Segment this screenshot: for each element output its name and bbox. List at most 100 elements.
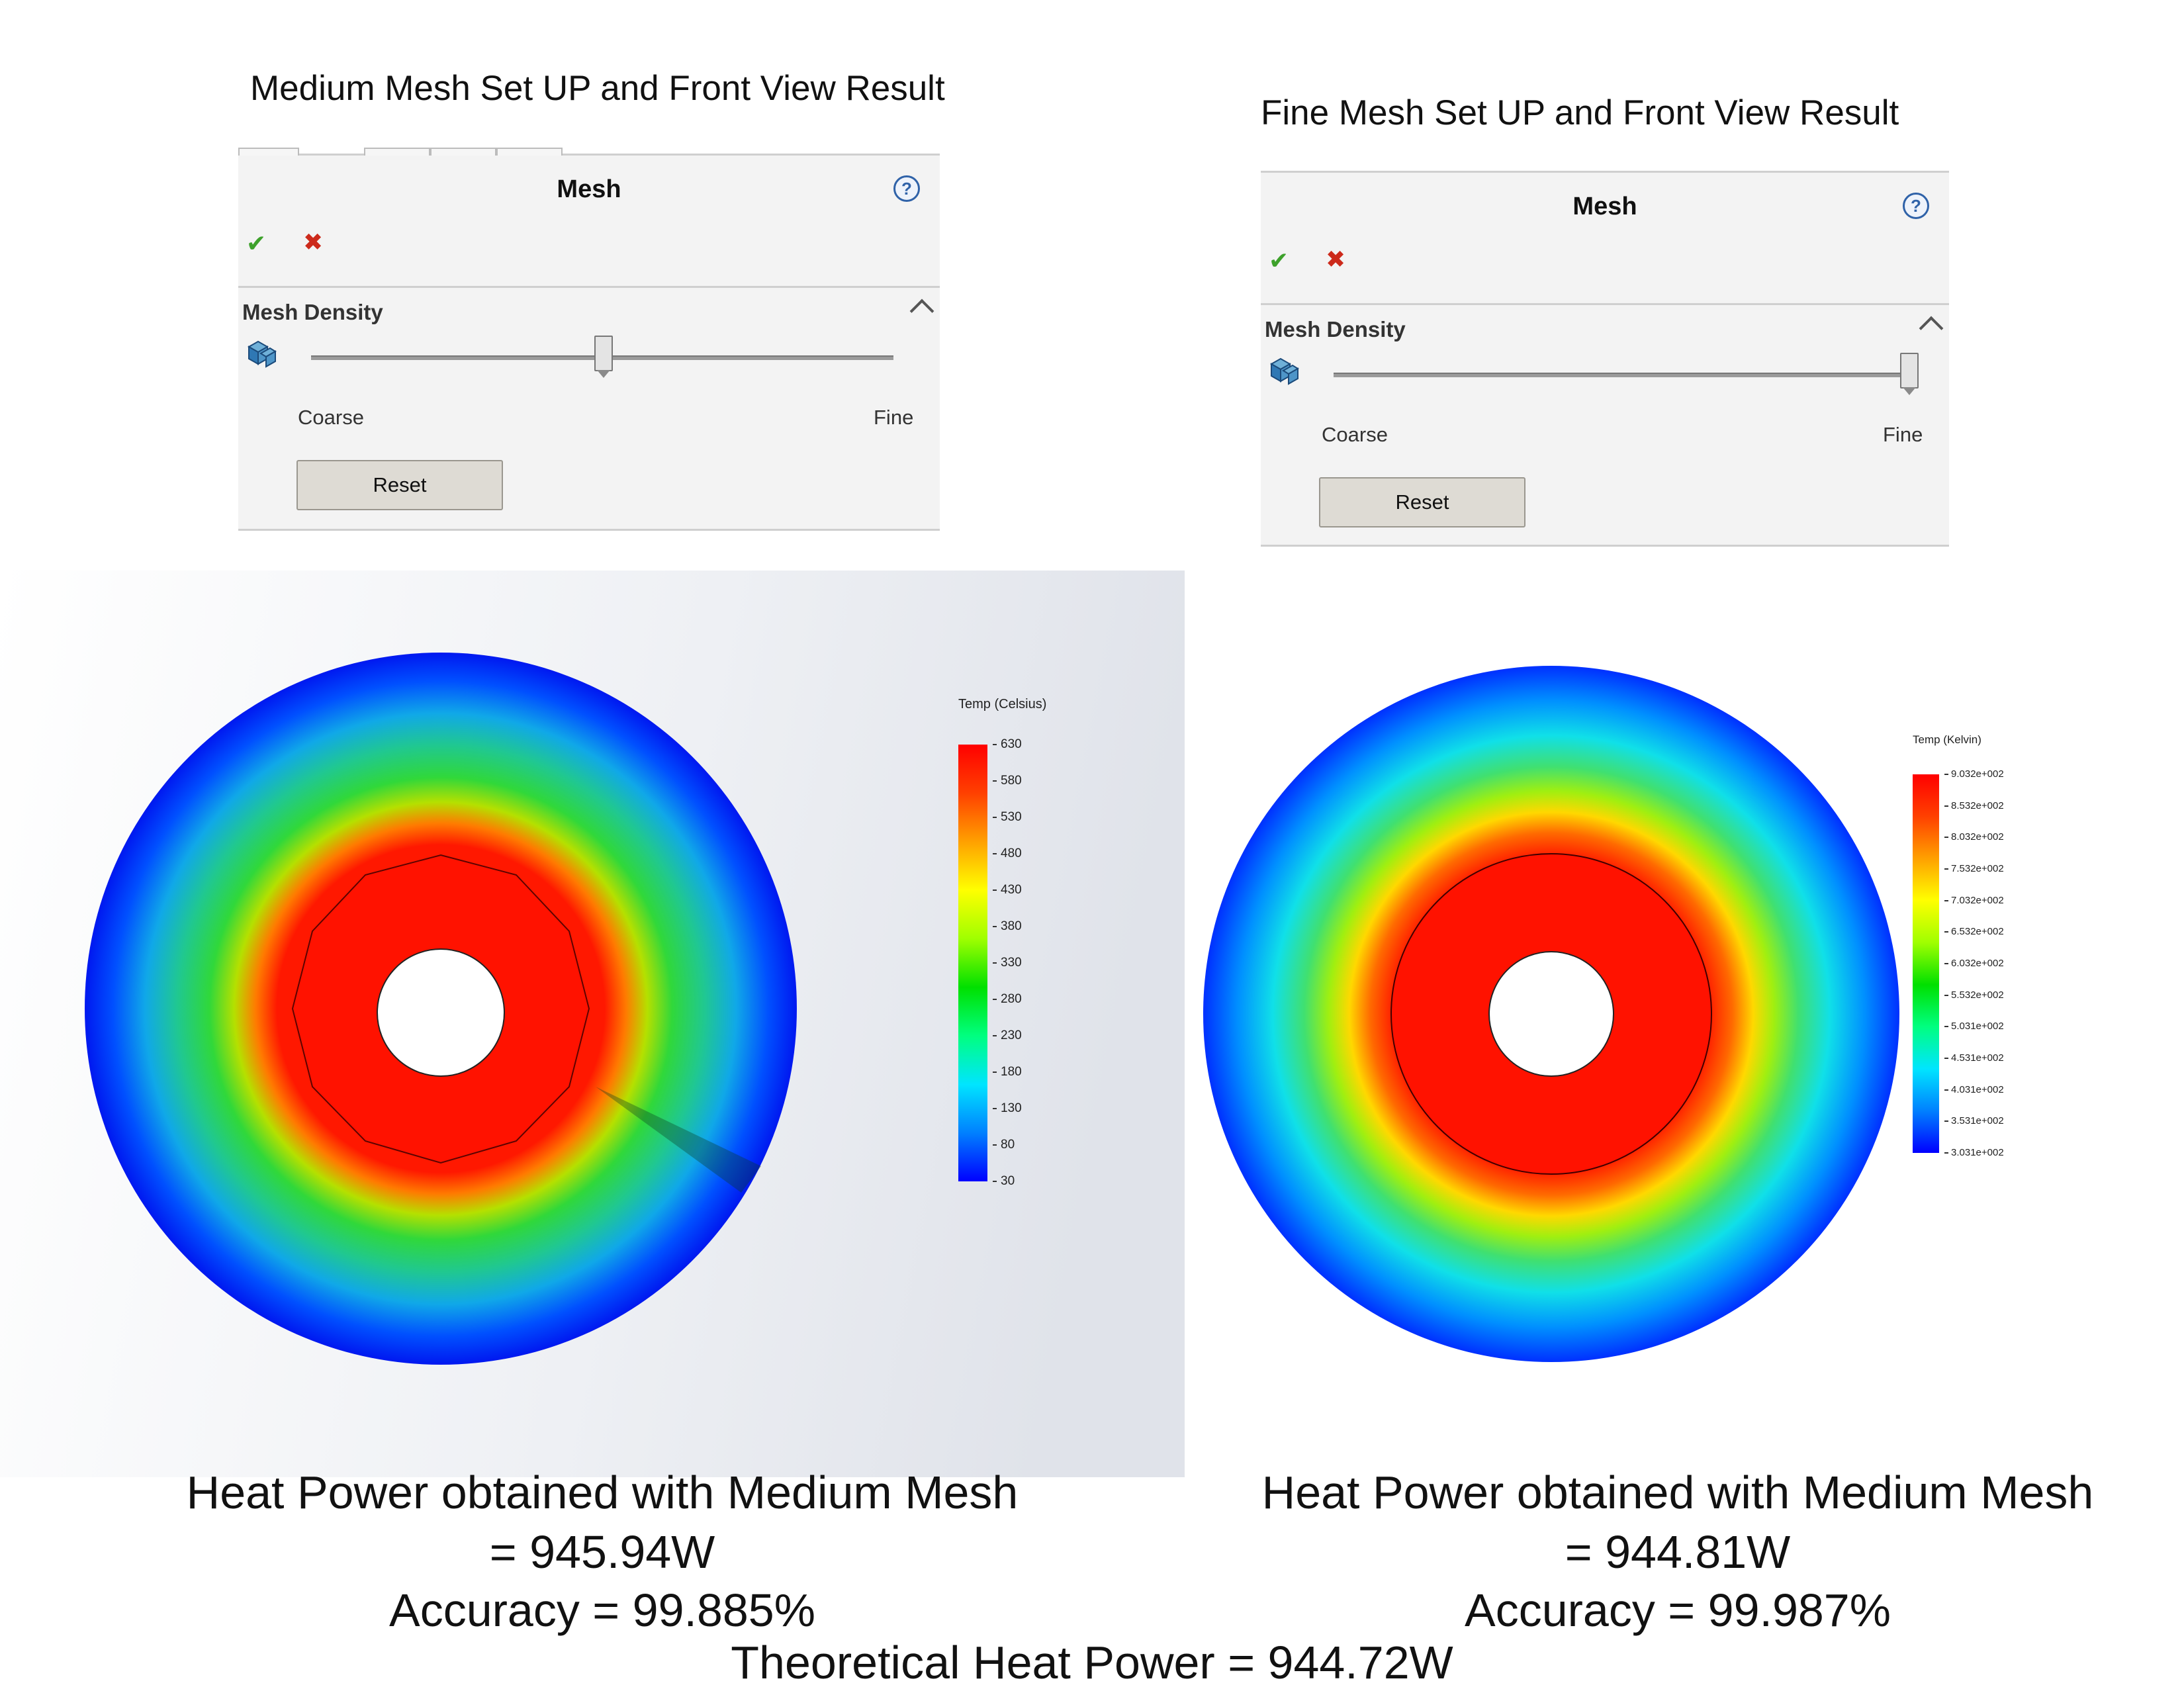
question-circle-icon[interactable]: ? <box>893 175 920 202</box>
legend-label: 5.532e+002 <box>1951 989 2004 1001</box>
legend-tick <box>1944 805 1948 807</box>
legend-label: 280 <box>1001 991 1022 1006</box>
legend-tick <box>993 1035 997 1036</box>
legend-tick <box>1944 931 1948 933</box>
legend-label: 480 <box>1001 846 1022 860</box>
legend-tick <box>993 853 997 854</box>
legend-tick <box>993 962 997 964</box>
legend-tick <box>1944 1058 1948 1059</box>
legend-label: 3.031e+002 <box>1951 1147 2004 1158</box>
legend-label: 230 <box>1001 1028 1022 1042</box>
slider-max-label: Fine <box>874 406 914 429</box>
legend-tick <box>1944 837 1948 839</box>
fine-heading: Fine Mesh Set UP and Front View Result <box>1261 93 1899 132</box>
legend-label: 430 <box>1001 882 1022 897</box>
medium-legend-title: Temp (Celsius) <box>958 697 1047 711</box>
tab-stub <box>364 148 430 156</box>
legend-tick <box>993 817 997 818</box>
legend-label: 530 <box>1001 809 1022 824</box>
legend-tick <box>993 1181 997 1182</box>
legend-tick <box>1944 994 1948 996</box>
question-circle-icon[interactable]: ? <box>1903 193 1929 219</box>
legend-label: 330 <box>1001 955 1022 970</box>
close-icon[interactable]: ✖ <box>1326 246 1346 273</box>
tab-stub <box>238 148 299 156</box>
fine-result-line-2: = 944.81W <box>1565 1526 1791 1578</box>
fine-result-viewport <box>1203 666 1899 1362</box>
tab-stub <box>430 148 496 156</box>
legend-label: 6.032e+002 <box>1951 958 2004 969</box>
panel-title: Mesh <box>1572 193 1637 220</box>
divider <box>238 286 940 288</box>
fine-legend-title: Temp (Kelvin) <box>1913 733 1981 746</box>
mesh-density-slider-thumb[interactable] <box>594 336 613 378</box>
slider-min-label: Coarse <box>298 406 364 429</box>
medium-result-line-3: Accuracy = 99.885% <box>389 1584 815 1636</box>
legend-label: 4.531e+002 <box>1951 1052 2004 1064</box>
legend-tick <box>993 1108 997 1109</box>
legend-tick <box>1944 1089 1948 1091</box>
tab-stub <box>496 148 563 156</box>
mesh-cube-icon <box>1269 357 1299 385</box>
slider-min-label: Coarse <box>1322 423 1388 446</box>
legend-label: 7.532e+002 <box>1951 863 2004 874</box>
legend-label: 180 <box>1001 1064 1022 1079</box>
medium-result-line-1: Heat Power obtained with Medium Mesh <box>186 1467 1019 1518</box>
medium-result-line-2: = 945.94W <box>489 1526 715 1578</box>
mesh-density-slider-thumb[interactable] <box>1900 353 1919 395</box>
bore-hole <box>1488 951 1614 1077</box>
legend-tick <box>993 780 997 782</box>
fine-mesh-panel: Mesh ? ✔ ✖ Mesh Density Coarse Fine Rese… <box>1261 171 1949 547</box>
legend-tick <box>1944 1152 1948 1154</box>
legend-label: 4.031e+002 <box>1951 1083 2004 1095</box>
reset-button[interactable]: Reset <box>296 460 503 510</box>
legend-label: 3.531e+002 <box>1951 1115 2004 1127</box>
legend-tick <box>993 999 997 1000</box>
panel-title: Mesh <box>557 175 621 203</box>
legend-label: 130 <box>1001 1101 1022 1115</box>
fine-result-line-3: Accuracy = 99.987% <box>1465 1584 1891 1636</box>
chevron-up-icon[interactable] <box>1919 316 1944 341</box>
legend-label: 8.532e+002 <box>1951 799 2004 811</box>
divider <box>1261 303 1949 305</box>
legend-label: 9.032e+002 <box>1951 768 2004 780</box>
legend-label: 630 <box>1001 737 1022 751</box>
medium-heading: Medium Mesh Set UP and Front View Result <box>250 69 945 108</box>
medium-result-viewport <box>0 571 1185 1477</box>
legend-tick <box>1944 774 1948 775</box>
legend-label: 6.532e+002 <box>1951 926 2004 938</box>
checkmark-icon[interactable]: ✔ <box>246 230 267 257</box>
bore-hole <box>377 948 505 1077</box>
reset-button[interactable]: Reset <box>1319 477 1525 527</box>
legend-tick <box>993 890 997 891</box>
legend-tick <box>993 1144 997 1146</box>
legend-tick <box>993 926 997 927</box>
legend-label: 8.032e+002 <box>1951 831 2004 843</box>
mesh-cube-icon <box>247 340 277 368</box>
slider-max-label: Fine <box>1883 423 1923 446</box>
theoretical-heat-power: Theoretical Heat Power = 944.72W <box>731 1637 1453 1688</box>
mesh-density-label: Mesh Density <box>1265 317 1406 342</box>
legend-label: 80 <box>1001 1137 1015 1152</box>
close-icon[interactable]: ✖ <box>303 228 324 255</box>
legend-tick <box>1944 1026 1948 1028</box>
legend-label: 5.031e+002 <box>1951 1021 2004 1032</box>
mesh-density-label: Mesh Density <box>242 300 383 324</box>
mesh-density-slider-track[interactable] <box>1334 373 1916 377</box>
medium-legend-colorbar <box>958 745 987 1181</box>
checkmark-icon[interactable]: ✔ <box>1269 247 1289 274</box>
legend-tick <box>1944 1120 1948 1122</box>
legend-label: 30 <box>1001 1173 1015 1188</box>
fine-result-line-1: Heat Power obtained with Medium Mesh <box>1261 1467 2094 1518</box>
legend-label: 580 <box>1001 773 1022 788</box>
legend-tick <box>1944 868 1948 870</box>
legend-label: 380 <box>1001 919 1022 933</box>
medium-mesh-panel: Mesh ? ✔ ✖ Mesh Density Coarse Fine Rese… <box>238 148 940 531</box>
chevron-up-icon[interactable] <box>909 298 934 324</box>
fine-legend-colorbar <box>1913 774 1939 1153</box>
legend-tick <box>1944 963 1948 964</box>
legend-tick <box>993 1072 997 1073</box>
legend-tick <box>993 744 997 745</box>
legend-label: 7.032e+002 <box>1951 894 2004 906</box>
legend-tick <box>1944 899 1948 901</box>
